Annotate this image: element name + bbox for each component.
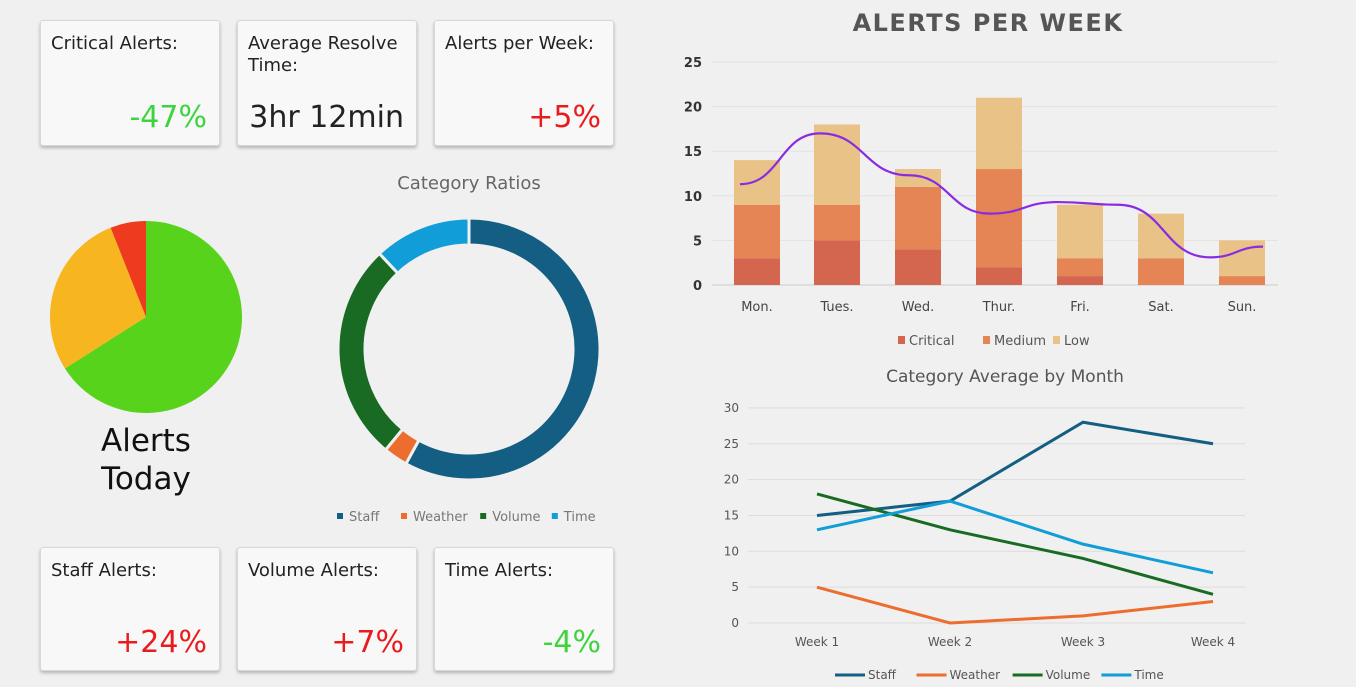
x-tick-label: Week 1 bbox=[795, 635, 839, 649]
x-tick-label: Fri. bbox=[1070, 300, 1090, 315]
legend-label: Staff bbox=[349, 510, 380, 525]
x-tick-label: Week 4 bbox=[1191, 635, 1235, 649]
x-tick-label: Tues. bbox=[819, 300, 853, 315]
pie-slice bbox=[49, 227, 146, 369]
series-line bbox=[816, 499, 1214, 575]
kpi-value: +5% bbox=[528, 100, 601, 135]
kpi-value: -4% bbox=[542, 625, 601, 660]
y-tick-label: 25 bbox=[684, 56, 702, 71]
bar-segment bbox=[1138, 213, 1184, 259]
bar-segment bbox=[1057, 258, 1103, 277]
bar-segment bbox=[814, 204, 860, 241]
y-tick-label: 30 bbox=[724, 401, 739, 415]
pie-slice bbox=[64, 221, 243, 414]
legend-label: Weather bbox=[950, 668, 1001, 682]
y-tick-label: 20 bbox=[724, 473, 739, 487]
bar-segment bbox=[976, 169, 1022, 268]
y-tick-label: 5 bbox=[693, 234, 702, 249]
kpi-card: Average Resolve Time: 3hr 12min bbox=[237, 20, 417, 146]
legend-swatch bbox=[551, 513, 558, 519]
kpi-card: Alerts per Week: +5% bbox=[434, 20, 614, 146]
bar-segment bbox=[895, 249, 941, 285]
kpi-label: Staff Alerts: bbox=[51, 560, 157, 581]
x-tick-label: Sat. bbox=[1148, 300, 1173, 315]
donut-slice bbox=[377, 216, 471, 276]
x-tick-label: Sun. bbox=[1228, 300, 1257, 315]
y-tick-label: 25 bbox=[724, 437, 739, 451]
kpi-value: +7% bbox=[331, 625, 404, 660]
y-tick-label: 10 bbox=[684, 190, 702, 205]
kpi-card: Staff Alerts: +24% bbox=[40, 547, 220, 671]
kpi-card: Critical Alerts: -47% bbox=[40, 20, 220, 146]
x-tick-label: Thur. bbox=[982, 300, 1016, 315]
legend-label: Critical bbox=[909, 334, 954, 349]
kpi-value: +24% bbox=[115, 625, 207, 660]
legend-swatch bbox=[983, 336, 990, 344]
legend-swatch bbox=[898, 336, 905, 344]
bar-segment bbox=[976, 97, 1022, 170]
kpi-label: Critical Alerts: bbox=[51, 33, 178, 54]
y-tick-label: 15 bbox=[724, 508, 739, 522]
bar-segment bbox=[1138, 258, 1184, 285]
bar-segment bbox=[1219, 276, 1265, 285]
bar-segment bbox=[814, 124, 860, 205]
series-line bbox=[816, 492, 1214, 596]
legend-label: Time bbox=[563, 510, 596, 525]
bar-segment bbox=[734, 258, 780, 285]
x-tick-label: Wed. bbox=[902, 300, 934, 315]
pie-slice bbox=[110, 221, 146, 317]
bar-segment bbox=[814, 240, 860, 285]
legend-label: Volume bbox=[1046, 668, 1091, 682]
x-tick-label: Mon. bbox=[741, 300, 773, 315]
x-tick-label: Week 3 bbox=[1061, 635, 1105, 649]
kpi-label: Time Alerts: bbox=[445, 560, 554, 581]
bar-segment bbox=[734, 204, 780, 259]
legend-label: Medium bbox=[994, 334, 1046, 349]
kpi-value: -47% bbox=[129, 100, 207, 135]
legend-label: Volume bbox=[492, 510, 540, 525]
legend-swatch bbox=[1053, 336, 1060, 344]
kpi-card: Time Alerts: -4% bbox=[434, 547, 614, 671]
donut-slice bbox=[403, 216, 602, 482]
legend-swatch bbox=[401, 513, 407, 519]
y-tick-label: 0 bbox=[731, 616, 739, 630]
bar-chart-title: ALERTS PER WEEK bbox=[853, 9, 1124, 37]
bar-segment bbox=[895, 186, 941, 250]
legend-label: Low bbox=[1064, 334, 1090, 349]
donut-title: Category Ratios bbox=[397, 173, 541, 194]
line-chart-title: Category Average by Month bbox=[886, 367, 1124, 387]
kpi-card: Volume Alerts: +7% bbox=[237, 547, 417, 671]
donut-slice bbox=[336, 251, 405, 453]
legend-label: Time bbox=[1133, 668, 1163, 682]
series-line bbox=[816, 585, 1214, 625]
legend-swatch bbox=[480, 513, 487, 519]
series-line bbox=[816, 420, 1214, 517]
kpi-label: Volume Alerts: bbox=[248, 560, 379, 581]
bar-segment bbox=[895, 169, 941, 187]
x-tick-label: Week 2 bbox=[928, 635, 972, 649]
legend-swatch bbox=[337, 513, 343, 519]
trend-line bbox=[739, 132, 1264, 259]
y-tick-label: 15 bbox=[684, 145, 702, 160]
y-tick-label: 0 bbox=[693, 279, 702, 294]
y-tick-label: 5 bbox=[731, 580, 739, 594]
bar-segment bbox=[976, 267, 1022, 285]
alerts-today-label: Alerts Today bbox=[101, 423, 191, 497]
bar-segment bbox=[1057, 204, 1103, 259]
kpi-value: 3hr 12min bbox=[249, 100, 404, 135]
kpi-label: Average Resolve Time: bbox=[248, 33, 398, 76]
kpi-label: Alerts per Week: bbox=[445, 33, 594, 54]
legend-label: Staff bbox=[868, 668, 897, 682]
y-tick-label: 10 bbox=[724, 544, 739, 558]
bar-segment bbox=[1057, 276, 1103, 285]
y-tick-label: 20 bbox=[684, 101, 702, 116]
legend-label: Weather bbox=[413, 510, 468, 525]
